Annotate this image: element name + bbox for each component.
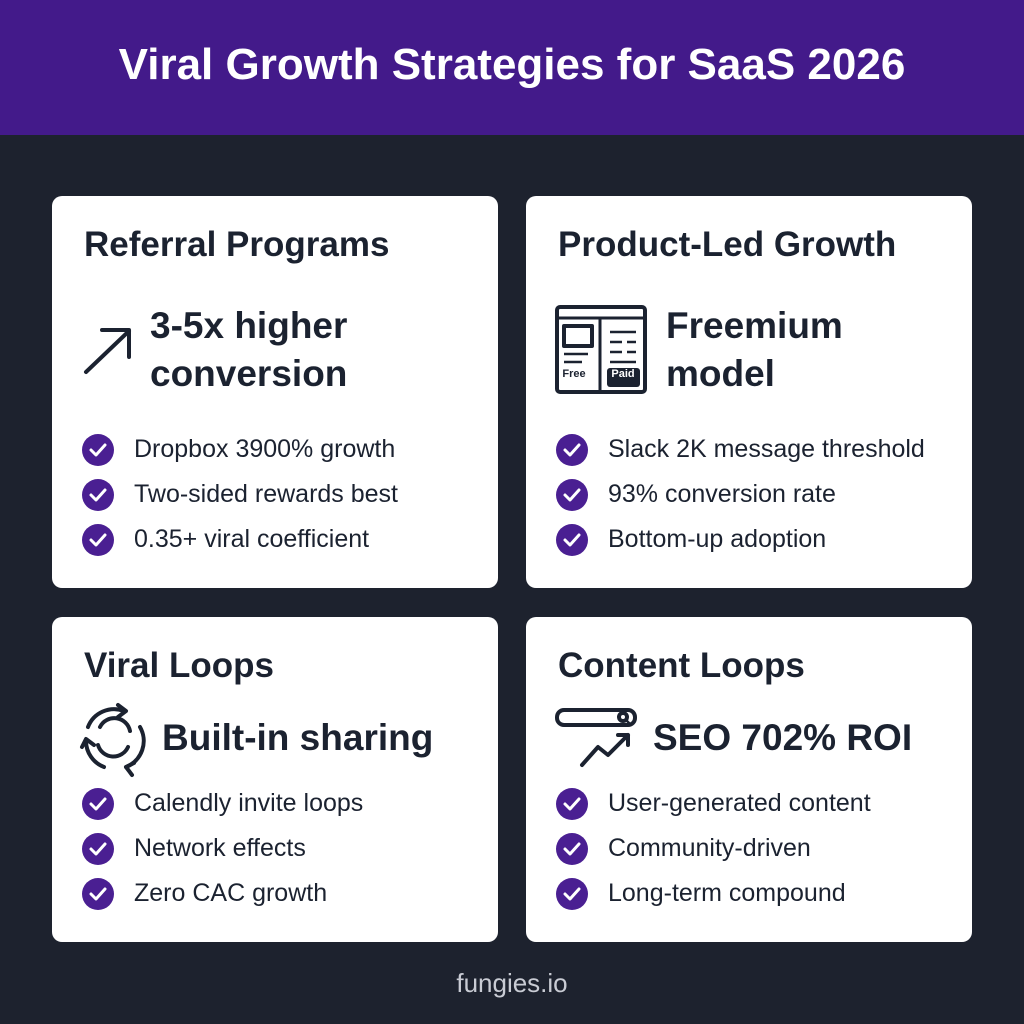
check-icon	[556, 878, 588, 915]
bullet-text: Network effects	[134, 834, 306, 862]
card: Content Loops SEO 702% ROI User-generated …	[526, 617, 972, 942]
icon-label: Paid	[611, 368, 634, 380]
header: Viral Growth Strategies for SaaS 2026	[0, 0, 1024, 135]
header-title: Viral Growth Strategies for SaaS 2026	[118, 40, 906, 89]
footer: fungies.io	[456, 968, 568, 998]
check-icon	[556, 524, 588, 561]
card: Free Paid Product-Led Growth Freemium model…	[526, 196, 972, 588]
bullet-text: User-generated content	[608, 789, 871, 817]
arrow-icon	[84, 328, 131, 374]
headline: Freemium model	[666, 305, 843, 394]
bullet-text: Zero CAC growth	[134, 879, 328, 907]
card-title: Viral Loops	[84, 646, 274, 685]
check-icon	[556, 833, 588, 870]
check-icon	[556, 434, 588, 471]
bullet-text: Community-driven	[608, 834, 811, 862]
check-icon	[556, 788, 588, 825]
bullet-text: 0.35+ viral coefficient	[134, 525, 370, 553]
browser-icon: Free Paid	[555, 305, 647, 394]
bullet-text: Dropbox 3900% growth	[134, 435, 396, 463]
check-icon	[82, 524, 114, 561]
headline: Built-in sharing	[162, 717, 434, 758]
headline: 3-5x higher conversion	[150, 305, 348, 394]
bullet-text: Slack 2K message threshold	[608, 435, 925, 463]
card: Referral Programs 3-5x higher conversion D…	[52, 196, 498, 588]
card-title: Product-Led Growth	[558, 225, 897, 264]
bullet-text: 93% conversion rate	[608, 480, 836, 508]
card-title: Referral Programs	[84, 225, 390, 264]
card-title: Content Loops	[558, 646, 805, 685]
check-icon	[82, 434, 114, 471]
check-icon	[82, 878, 114, 915]
check-icon	[556, 479, 588, 516]
headline: SEO 702% ROI	[653, 717, 913, 758]
bullet-text: Bottom-up adoption	[608, 525, 827, 553]
card: Viral Loops Built-in sharing Calendly invi…	[52, 617, 498, 942]
bullet-text: Two-sided rewards best	[134, 480, 399, 508]
check-icon	[82, 833, 114, 870]
check-icon	[82, 788, 114, 825]
bullet-text: Calendly invite loops	[134, 789, 364, 817]
bullet-text: Long-term compound	[608, 879, 846, 907]
cycle-icon	[80, 703, 146, 777]
icon-label: Free	[562, 368, 585, 380]
check-icon	[82, 479, 114, 516]
search-trend-icon	[555, 708, 637, 767]
